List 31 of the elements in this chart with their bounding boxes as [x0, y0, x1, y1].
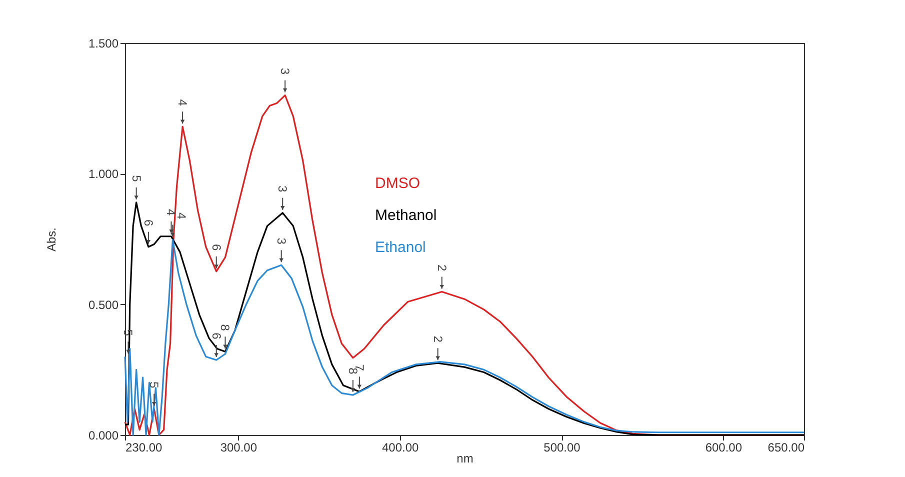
annotation: 3: [276, 186, 290, 193]
y-tick-label: 0.500: [88, 298, 119, 312]
x-tick-label: 500.00: [544, 440, 581, 454]
annotation: 6: [209, 244, 224, 252]
text: Ethanol: [375, 239, 426, 256]
y-axis-title: Abs.: [44, 227, 58, 252]
y-tick-label: 0.000: [88, 428, 119, 442]
x-tick-label: 400.00: [382, 440, 420, 454]
annotation: 2: [434, 264, 449, 272]
line-series: [124, 202, 805, 436]
annotation: 5: [129, 175, 144, 182]
annotation: 6: [209, 332, 224, 340]
x-axis-title: nm: [456, 452, 474, 466]
x-tick-label: 600.00: [705, 440, 742, 454]
annotation: 3: [278, 68, 292, 75]
x-tick-label: 230.00: [126, 440, 163, 454]
annotation: 8: [218, 324, 232, 332]
annotation: 2: [430, 336, 445, 343]
annotation: 3: [274, 238, 288, 245]
annotation: 5: [121, 329, 136, 336]
y-tick-label: 1.500: [88, 36, 119, 50]
text: Methanol: [375, 207, 437, 224]
line-series: [124, 238, 805, 436]
annotation: 8: [346, 368, 360, 375]
annotation: 4: [176, 99, 190, 106]
annotation: 5: [147, 382, 162, 389]
x-tick-label: 300.00: [220, 440, 258, 454]
x-tick-label: 650.00: [768, 440, 805, 454]
annotation: 6: [141, 219, 156, 226]
text: DMSO: [375, 175, 420, 192]
y-tick-label: 1.000: [88, 167, 119, 182]
